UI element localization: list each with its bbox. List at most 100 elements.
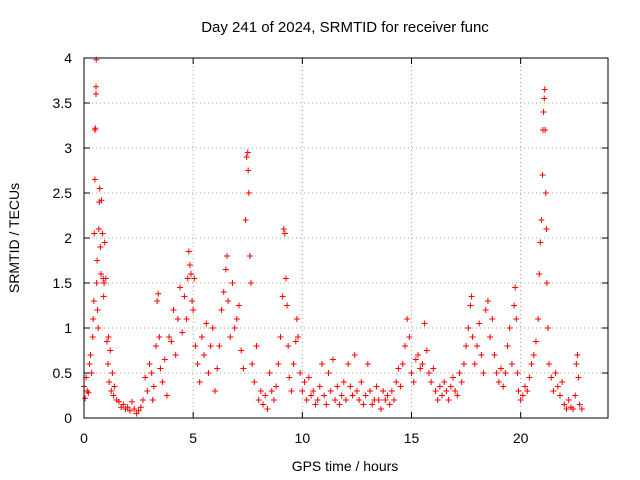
data-point — [522, 383, 529, 390]
data-point — [530, 352, 537, 358]
data-point — [356, 397, 363, 403]
data-point — [148, 370, 155, 376]
data-point — [559, 379, 566, 385]
data-point — [336, 401, 343, 408]
data-point — [443, 388, 450, 394]
data-point — [153, 343, 160, 349]
data-point — [404, 316, 411, 322]
data-point — [474, 343, 480, 349]
data-point — [380, 388, 387, 394]
data-point — [303, 397, 310, 403]
data-point — [452, 388, 459, 394]
data-point — [246, 253, 253, 259]
data-point — [275, 361, 282, 367]
data-point — [395, 365, 402, 372]
data-point — [552, 370, 559, 376]
data-point — [196, 379, 203, 385]
data-point — [185, 248, 192, 255]
data-point — [482, 307, 489, 313]
data-point — [391, 397, 398, 403]
data-point — [155, 290, 162, 297]
data-point — [216, 343, 223, 349]
data-point — [290, 361, 297, 367]
data-point — [537, 239, 544, 246]
data-point — [364, 361, 371, 367]
data-point — [139, 397, 146, 403]
chart-title: Day 241 of 2024, SRMTID for receiver fun… — [201, 19, 489, 36]
data-point — [231, 325, 238, 331]
data-point — [340, 379, 347, 385]
data-point — [556, 392, 563, 399]
data-point — [578, 406, 585, 412]
data-point — [513, 316, 520, 322]
data-point — [316, 383, 323, 390]
data-point — [478, 352, 485, 358]
data-point — [279, 293, 286, 300]
data-point — [327, 388, 334, 394]
data-point — [93, 280, 100, 286]
data-point — [506, 325, 513, 331]
data-point — [201, 352, 208, 358]
data-point — [293, 316, 300, 322]
data-point — [137, 404, 144, 411]
data-point — [109, 370, 116, 376]
data-point — [97, 244, 104, 250]
data-point — [170, 307, 177, 313]
data-point — [375, 397, 382, 403]
data-point — [445, 397, 452, 403]
data-point — [161, 356, 168, 363]
data-point — [542, 190, 549, 196]
data-point — [538, 217, 545, 223]
data-point — [285, 343, 292, 349]
data-point — [434, 397, 441, 403]
data-point — [360, 401, 367, 408]
data-point — [332, 397, 339, 403]
data-point — [419, 361, 426, 367]
data-point — [508, 361, 515, 367]
data-point — [554, 383, 561, 390]
data-point — [406, 334, 413, 340]
data-point — [100, 293, 107, 300]
data-point — [334, 383, 341, 390]
data-point — [93, 91, 100, 97]
data-point — [314, 397, 321, 403]
data-point — [187, 271, 194, 277]
data-point — [163, 392, 170, 399]
data-point — [338, 392, 345, 399]
data-point — [305, 374, 312, 381]
data-point — [186, 262, 193, 268]
data-point — [325, 370, 332, 376]
data-point — [179, 329, 186, 336]
data-point — [292, 338, 299, 345]
data-point — [212, 388, 218, 394]
data-point — [249, 361, 256, 367]
data-point — [156, 334, 163, 340]
data-point — [323, 401, 330, 408]
data-point — [288, 388, 295, 394]
data-point — [224, 253, 231, 259]
data-point — [280, 226, 287, 232]
axis-ticks — [83, 57, 608, 419]
data-point — [465, 325, 472, 331]
data-point — [539, 172, 546, 178]
data-point — [255, 397, 262, 403]
data-point — [318, 361, 325, 367]
data-point — [177, 284, 184, 291]
data-point — [245, 167, 252, 174]
data-point — [159, 379, 166, 385]
data-point — [373, 383, 380, 390]
data-point — [95, 226, 102, 232]
data-point — [98, 197, 105, 204]
data-point — [417, 365, 424, 372]
data-point — [189, 298, 196, 304]
data-point — [384, 392, 391, 399]
data-point — [502, 370, 509, 376]
data-point — [517, 397, 524, 403]
data-point — [174, 316, 181, 322]
data-point — [345, 361, 352, 367]
y-tick-label: 3.5 — [53, 95, 73, 111]
data-point — [203, 320, 210, 327]
data-point — [540, 109, 547, 115]
data-point — [214, 365, 221, 372]
data-point — [458, 379, 465, 385]
